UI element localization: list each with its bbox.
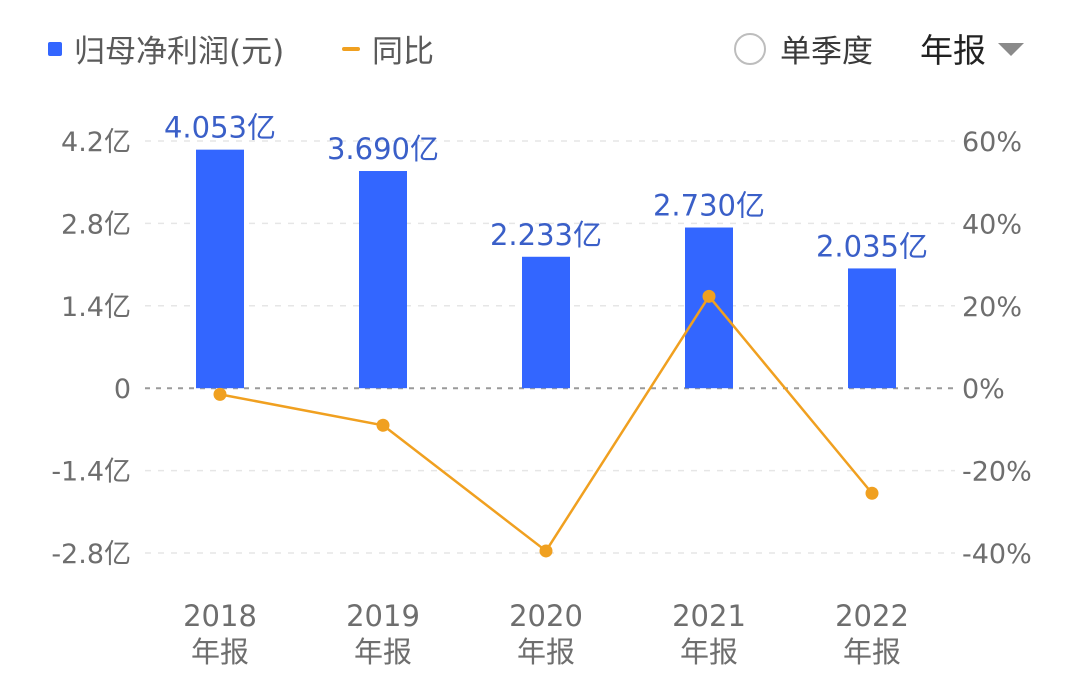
period-dropdown[interactable]: 年报 (920, 24, 1024, 72)
y-left-tick-label: 0 (114, 374, 131, 405)
bar (848, 268, 896, 389)
bar (196, 149, 244, 389)
y-right-tick-label: 20% (962, 292, 1022, 323)
legend-bar-series: 归母净利润(元) (48, 26, 284, 71)
legend-line-series: 同比 (342, 26, 434, 71)
x-tick-sublabel: 年报 (843, 635, 901, 669)
y-right-tick-label: -20% (962, 457, 1032, 488)
line-point (702, 289, 716, 303)
bar-value-label: 2.233亿 (490, 218, 602, 252)
y-right-tick-label: 40% (962, 209, 1022, 240)
bar-value-label: 2.035亿 (816, 229, 928, 263)
line-point (865, 486, 879, 500)
line-point (213, 387, 227, 401)
legend-bar-label: 归母净利润(元) (74, 34, 285, 70)
chart-header: 归母净利润(元) 同比 单季度 年报 (0, 0, 1080, 92)
x-tick-label: 2021 (672, 599, 746, 633)
legend-line-swatch (342, 46, 360, 51)
bar-value-label: 3.690亿 (327, 132, 439, 166)
x-tick-sublabel: 年报 (517, 635, 575, 669)
bar-value-label: 2.730亿 (653, 189, 765, 223)
legend-bar-swatch (48, 41, 62, 56)
y-left-tick-label: 1.4亿 (61, 292, 131, 323)
y-right-tick-label: -40% (962, 539, 1032, 570)
chevron-down-icon[interactable] (998, 42, 1024, 56)
line-point (376, 418, 390, 432)
line-point (539, 544, 553, 558)
x-tick-sublabel: 年报 (680, 635, 738, 669)
y-left-tick-label: -2.8亿 (51, 539, 131, 570)
y-left-tick-label: 4.2亿 (61, 127, 131, 158)
y-right-tick-label: 0% (962, 374, 1005, 405)
x-tick-sublabel: 年报 (354, 635, 412, 669)
single-quarter-toggle[interactable]: 单季度 (734, 26, 873, 71)
bar-value-label: 4.053亿 (164, 111, 276, 145)
y-left-tick-label: 2.8亿 (61, 209, 131, 240)
bar (359, 171, 407, 389)
x-tick-label: 2022 (835, 599, 909, 633)
period-dropdown-value: 年报 (920, 31, 986, 70)
x-tick-label: 2020 (509, 599, 583, 633)
bar (522, 256, 570, 389)
y-left-tick-label: -1.4亿 (51, 457, 131, 488)
single-quarter-label: 单季度 (780, 34, 873, 70)
radio-circle-icon[interactable] (734, 32, 766, 65)
x-tick-sublabel: 年报 (191, 635, 249, 669)
y-right-tick-label: 60% (962, 127, 1022, 158)
legend-line-label: 同比 (372, 34, 434, 70)
bar (685, 227, 733, 389)
x-tick-label: 2018 (183, 599, 257, 633)
x-tick-label: 2019 (346, 599, 420, 633)
